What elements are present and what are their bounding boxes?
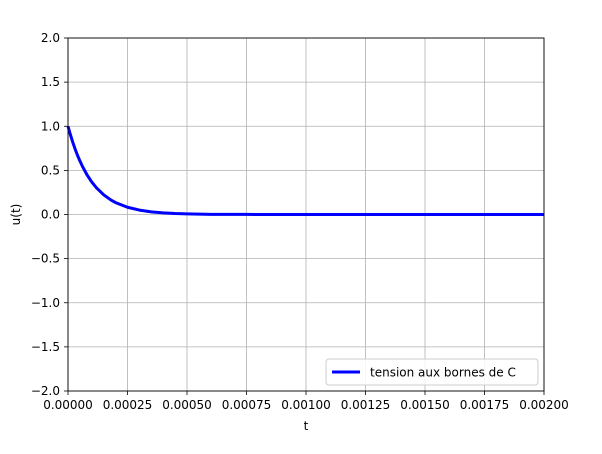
y-tick-label: −1.5 [31,340,60,354]
legend-label: tension aux bornes de C [370,366,516,380]
y-tick-label: −0.5 [31,252,60,266]
y-tick-label: −1.0 [31,296,60,310]
x-tick-label: 0.00175 [460,398,510,412]
x-tick-label: 0.00075 [222,398,272,412]
y-tick-label: 1.0 [41,119,60,133]
x-axis-label: t [304,419,309,433]
y-axis-label: u(t) [9,204,23,226]
x-tick-label: 0.00050 [162,398,212,412]
y-tick-label: 1.5 [41,75,60,89]
x-axis: 0.00000 0.00025 0.00050 0.00075 0.00100 0.001… [43,391,569,412]
y-tick-label: 0.5 [41,163,60,177]
y-tick-label: 2.0 [41,31,60,45]
x-tick-label: 0.00200 [519,398,569,412]
legend: tension aux bornes de C [325,358,539,386]
series-layer [66,125,544,216]
y-axis: −2.0 −1.5 −1.0 −0.5 0.0 0.5 1.0 1.5 2.0 [31,31,68,398]
x-tick-label: 0.00100 [281,398,331,412]
x-tick-label: 0.00150 [400,398,450,412]
series-line [66,125,544,216]
x-tick-label: 0.00025 [103,398,153,412]
legend-box [325,358,539,386]
y-tick-label: −2.0 [31,384,60,398]
x-tick-label: 0.00125 [341,398,391,412]
y-tick-label: 0.0 [41,208,60,222]
x-tick-label: 0.00000 [43,398,93,412]
